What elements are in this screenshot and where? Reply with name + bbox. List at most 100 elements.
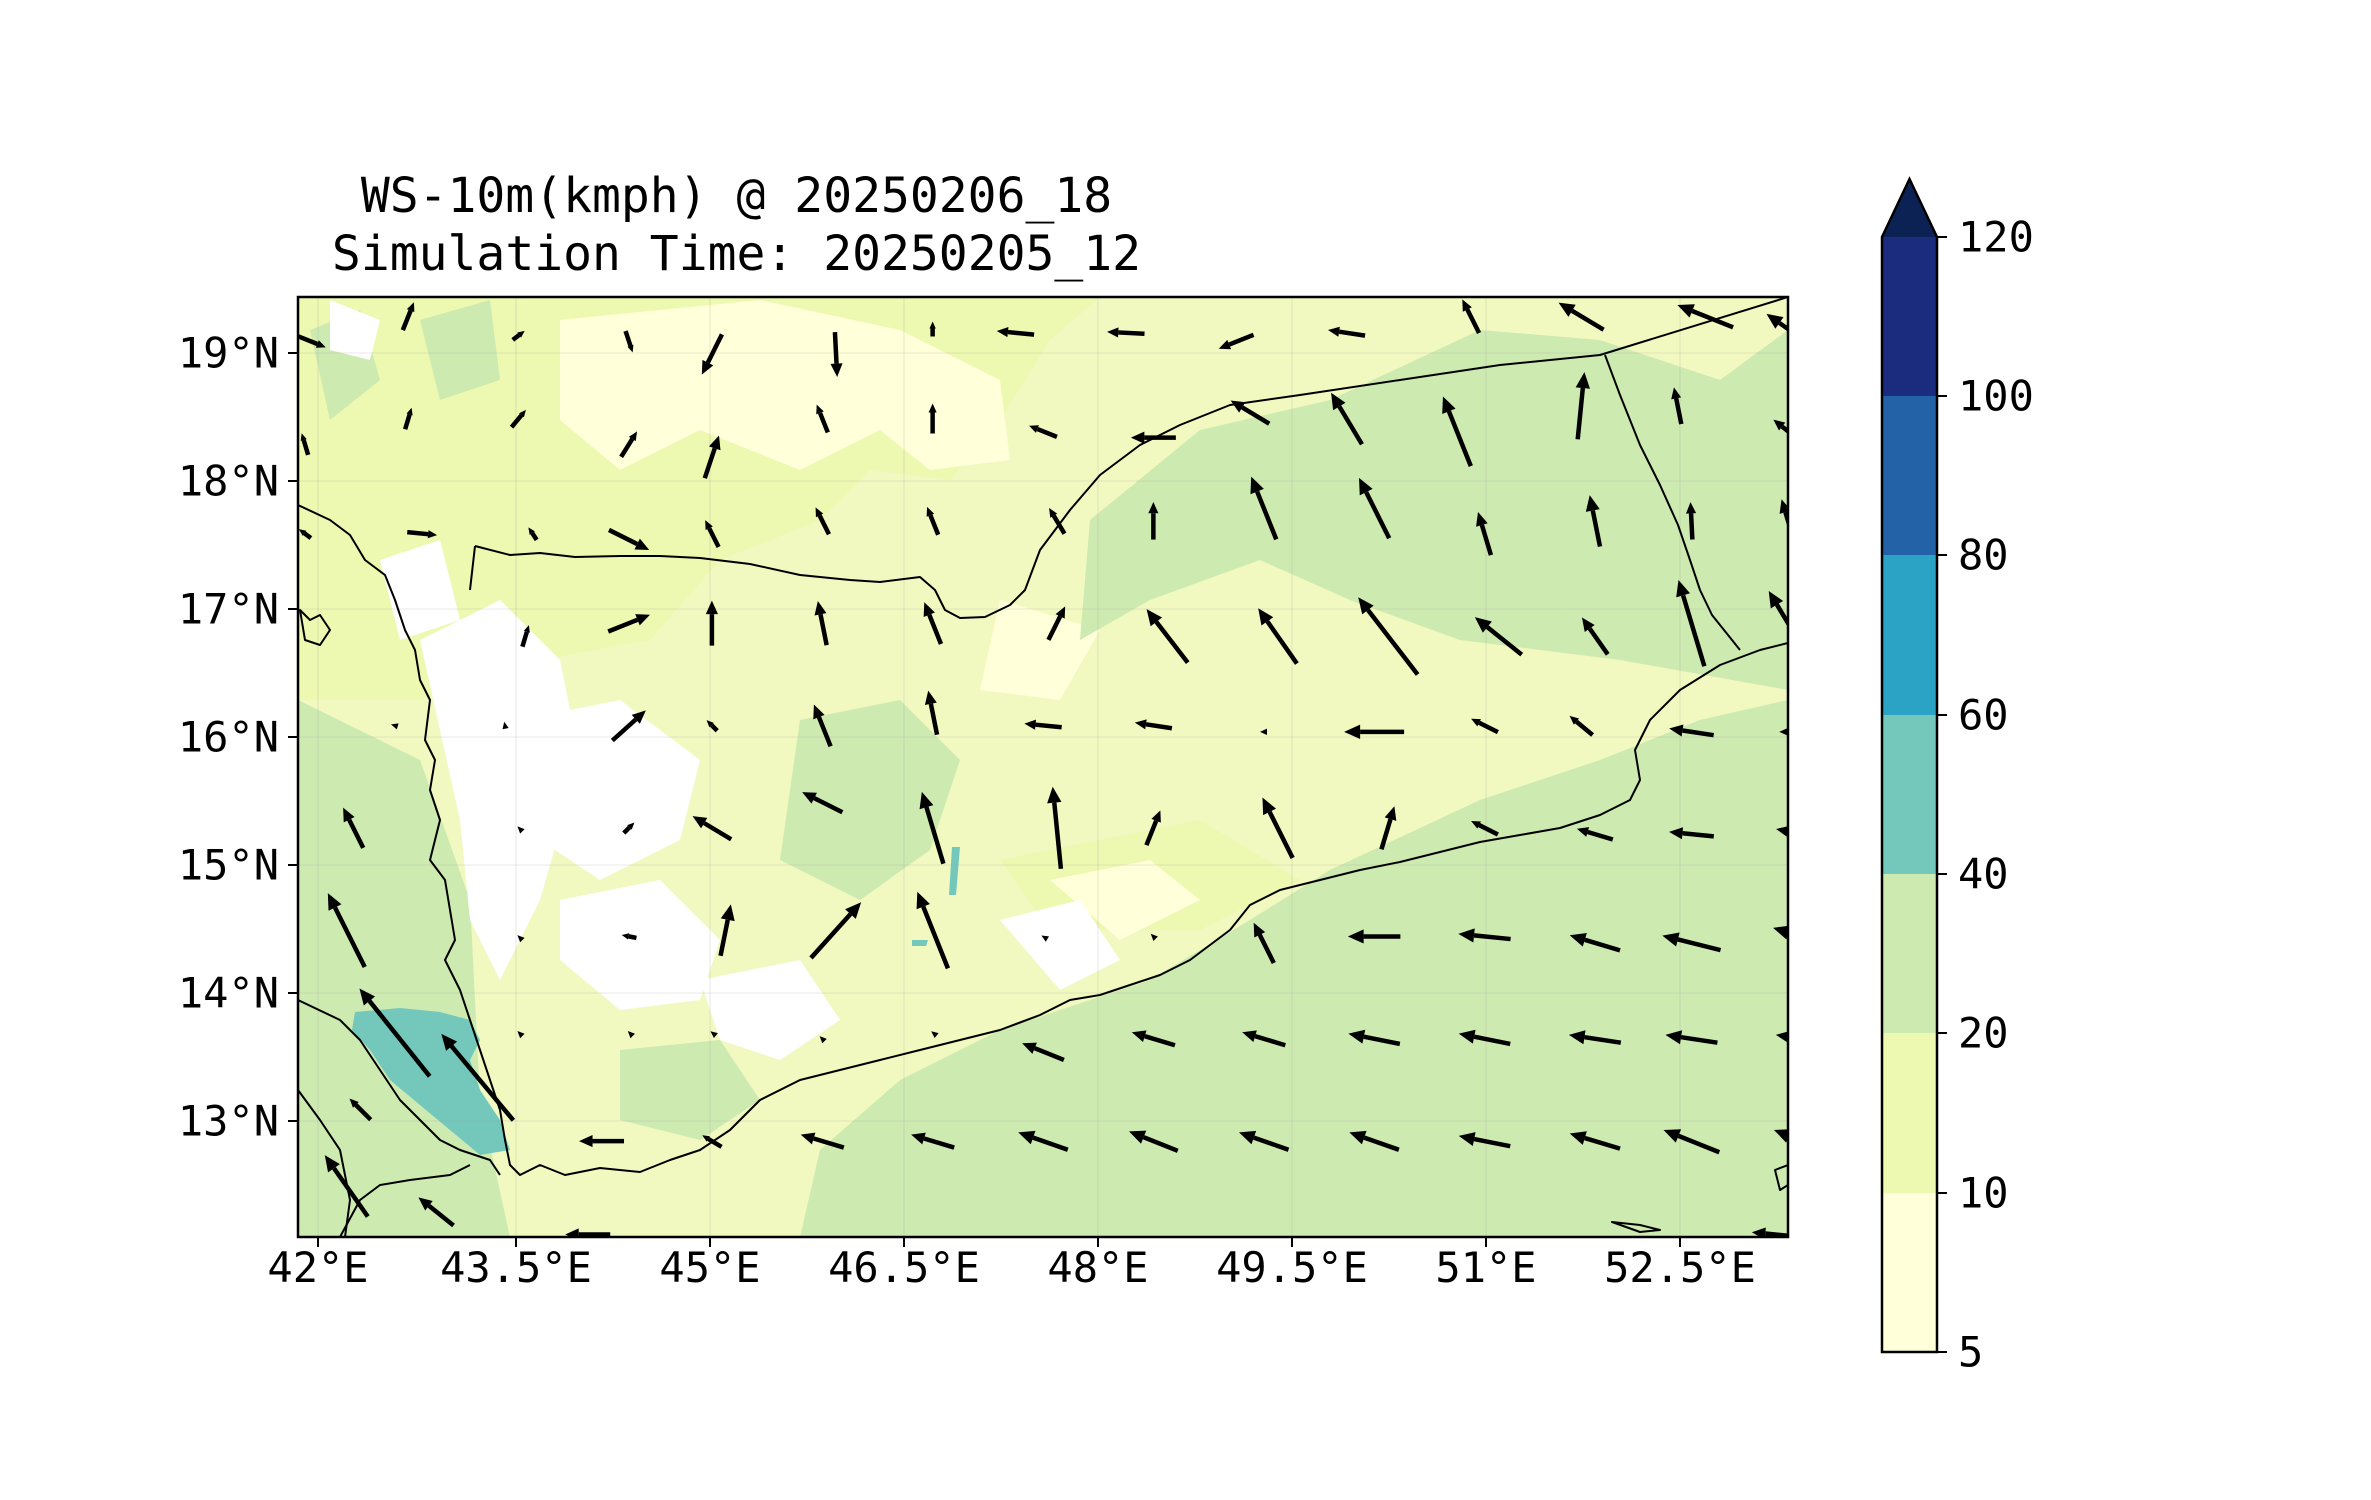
- wind-vector-head: [923, 602, 935, 618]
- wind-vector-arrow: [1259, 728, 1267, 735]
- wind-vector-arrow: [502, 721, 509, 730]
- wind-vector-head: [1585, 495, 1600, 512]
- wind-vector-head: [1775, 1031, 1788, 1043]
- wind-vector-arrow: [1576, 827, 1614, 842]
- wind-vector-shaft: [607, 527, 639, 547]
- wind-vector-arrow: [916, 891, 951, 970]
- wind-vector-shaft: [1032, 1135, 1069, 1152]
- wind-vector-arrow: [511, 330, 525, 342]
- x-tick-label: 51°E: [1435, 1243, 1537, 1292]
- wind-vector-head: [1107, 327, 1119, 338]
- wind-vector-arrow: [1779, 727, 1788, 736]
- yemen-oman-border: [1604, 354, 1741, 651]
- wind-vector-shaft: [832, 331, 839, 364]
- wind-vector-shaft: [1144, 1034, 1176, 1048]
- wind-vector-shaft: [817, 412, 830, 434]
- wind-vector-arrow: [298, 334, 326, 348]
- wind-vector-arrow: [517, 826, 525, 834]
- wind-vector-arrow: [1663, 1129, 1721, 1155]
- wind-vector-head: [931, 1031, 939, 1039]
- wind-vector-shaft: [1118, 330, 1145, 336]
- wind-vector-head: [1130, 431, 1145, 444]
- wind-vector-arrow: [517, 935, 525, 943]
- wind-vector-shaft: [1787, 1137, 1788, 1138]
- wind-vector-arrow: [1253, 922, 1276, 964]
- wind-vector-shaft: [1765, 1231, 1788, 1237]
- y-tick-label: 15°N: [177, 840, 279, 890]
- colorbar-band-5-10: [1882, 1193, 1937, 1352]
- wind-vector-shaft: [707, 527, 721, 549]
- wind-vector-head: [1474, 617, 1492, 633]
- wind-vector-arrow: [1476, 512, 1494, 556]
- wind-vector-arrow: [1331, 392, 1364, 446]
- wind-vector-arrow: [1359, 477, 1392, 540]
- wind-vector-head: [627, 1031, 635, 1039]
- wind-vector-shaft: [1590, 510, 1603, 547]
- wind-vector-arrow: [1442, 396, 1473, 467]
- wind-vector-arrow: [327, 893, 367, 968]
- wind-vector-head: [1148, 502, 1159, 514]
- wind-vector-shaft: [1257, 933, 1276, 964]
- wind-vector-shaft: [619, 437, 635, 458]
- wind-vector-arrow: [809, 902, 862, 960]
- wind-vector-head: [390, 723, 399, 730]
- wind-vector-arrow: [407, 529, 438, 539]
- wind-vector-head: [708, 435, 721, 451]
- wind-vector-arrow: [1685, 502, 1697, 540]
- colorbar-band-80-100: [1882, 396, 1937, 555]
- wind-vector-shaft: [407, 529, 429, 537]
- wind-vector-shaft: [1485, 625, 1524, 657]
- y-tick-label: 18°N: [177, 456, 279, 506]
- wind-vector-head: [1128, 1130, 1147, 1144]
- wind-vector-head: [1471, 821, 1481, 829]
- wind-vector-shaft: [1680, 1034, 1718, 1045]
- wind-vector-arrow: [1379, 806, 1397, 850]
- wind-vector-head: [706, 720, 714, 728]
- wind-vector-arrow: [710, 1031, 718, 1039]
- wind-vector-head: [1384, 806, 1397, 821]
- wind-vector-head: [928, 403, 937, 413]
- wind-vector-arrow: [1458, 928, 1511, 943]
- wind-vector-shaft: [1363, 1034, 1401, 1047]
- wind-vector-arrow: [1773, 1129, 1788, 1143]
- wind-vector-shaft: [709, 723, 719, 733]
- wind-vector-arrow: [1669, 827, 1715, 840]
- wind-vector-shaft: [1036, 426, 1058, 439]
- wind-vector-shaft: [813, 796, 844, 815]
- wind-vector-head: [919, 791, 934, 810]
- wind-vector-shaft: [1254, 1034, 1286, 1048]
- wind-vector-head: [1669, 724, 1684, 737]
- wind-vector-head: [418, 1197, 433, 1211]
- wind-vector-head: [1331, 392, 1346, 411]
- wind-vector-head: [701, 359, 714, 375]
- wind-vector-arrow: [814, 601, 829, 646]
- y-tick-label: 16°N: [177, 712, 279, 762]
- wind-vector-shaft: [402, 413, 412, 430]
- wind-vector-head: [406, 407, 413, 416]
- wind-vector-shaft: [1338, 329, 1366, 338]
- wind-vector-arrow: [926, 506, 941, 536]
- wind-vector-head: [1581, 617, 1595, 633]
- wind-vector-arrow: [1024, 719, 1062, 730]
- africa-coast-2: [298, 999, 501, 1176]
- wind-vector-head: [924, 690, 937, 706]
- wind-vector-arrow: [1768, 590, 1788, 628]
- wind-vector-arrow: [701, 333, 724, 375]
- wind-vector-head: [1773, 925, 1788, 940]
- wind-vector-head: [327, 893, 342, 911]
- wind-vector-head: [1776, 826, 1788, 838]
- north-coast-connect: [469, 545, 476, 591]
- wind-vector-arrow: [1327, 326, 1366, 338]
- wind-vector-shaft: [610, 717, 638, 743]
- wind-vector-arrow: [528, 527, 539, 542]
- wind-vector-arrow: [565, 1228, 611, 1237]
- wind-vector-arrow: [1041, 935, 1050, 942]
- wind-vector-shaft: [703, 821, 733, 842]
- wind-vector-head: [1344, 724, 1361, 740]
- wind-vector-shaft: [927, 613, 944, 645]
- wind-vector-arrow: [579, 1135, 625, 1148]
- wind-vector-shaft: [1366, 608, 1420, 676]
- wind-vector-head: [359, 988, 376, 1006]
- wind-vector-shaft: [623, 330, 633, 347]
- wind-vector-head: [1462, 299, 1472, 312]
